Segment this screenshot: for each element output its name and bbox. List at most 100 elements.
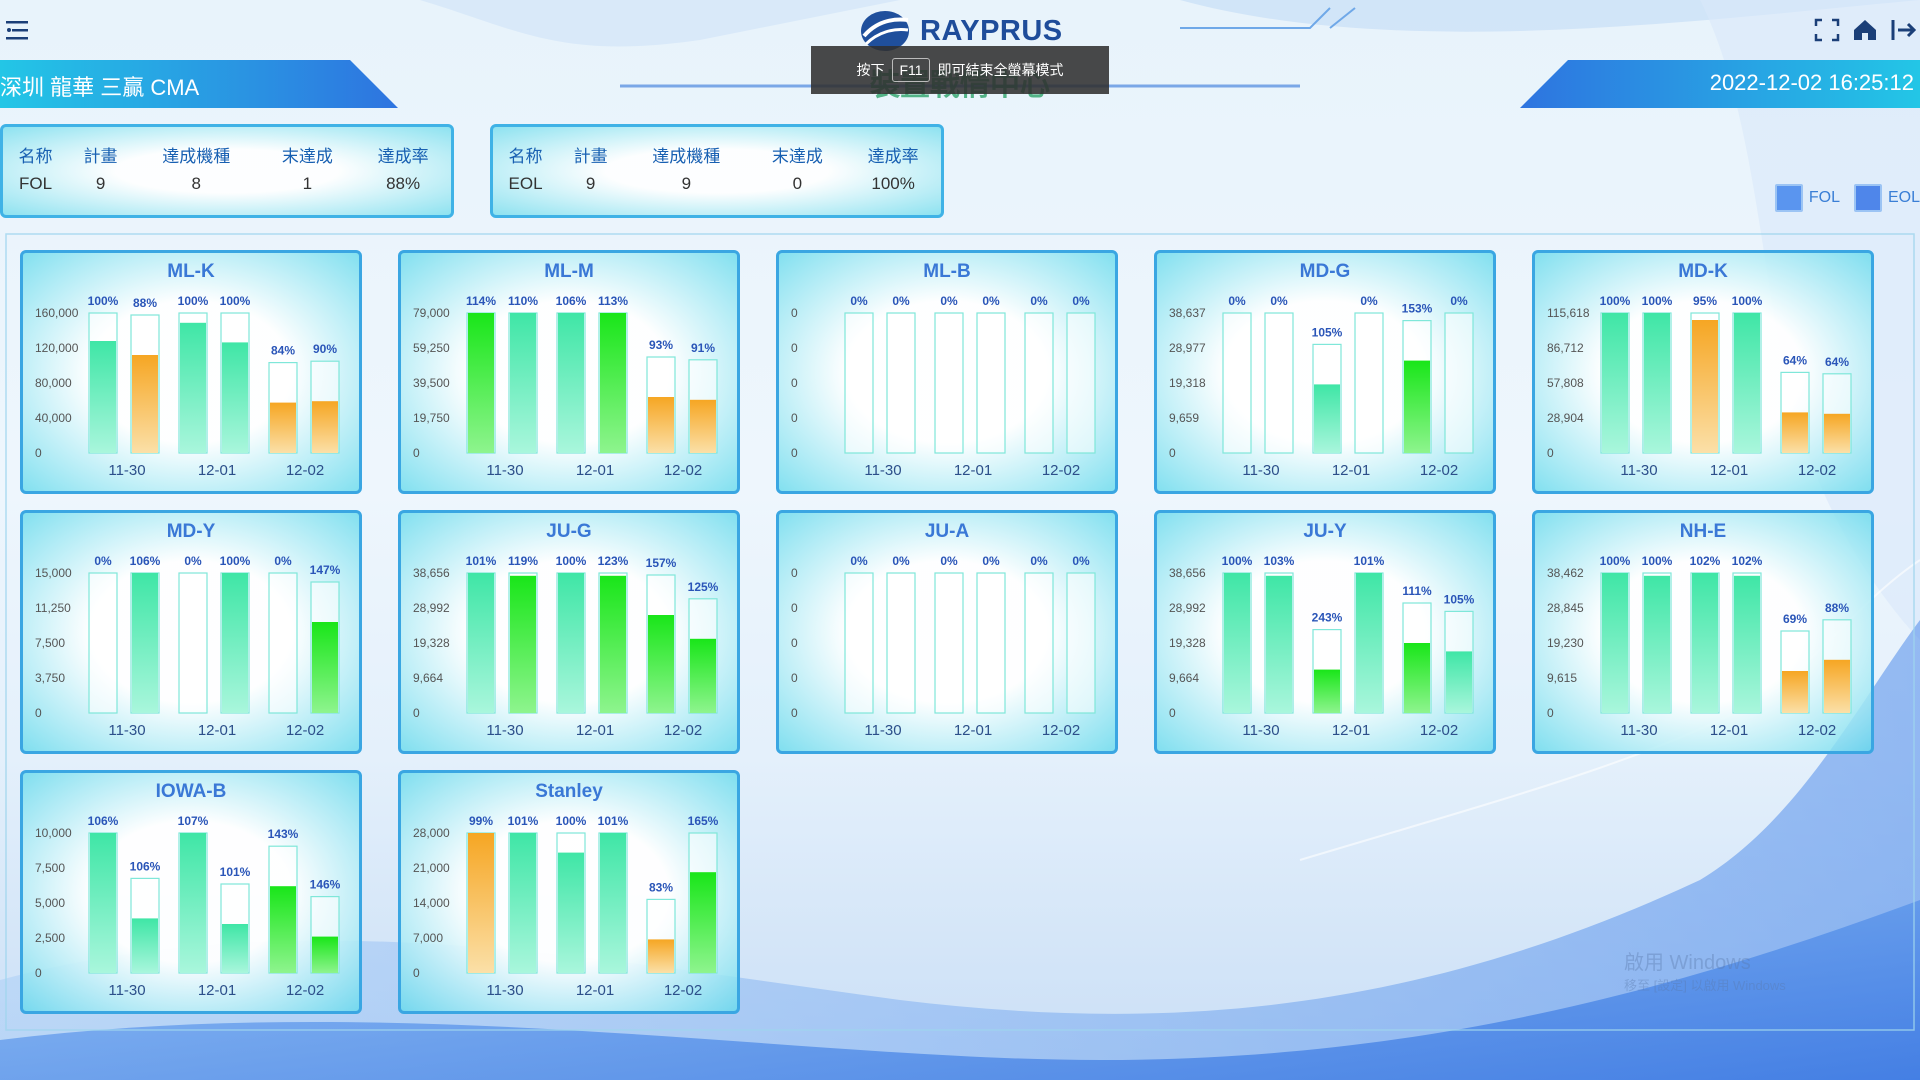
bar-actual[interactable] [1734, 575, 1760, 713]
bar-actual[interactable] [1824, 659, 1850, 713]
x-category-label: 11-30 [1242, 722, 1279, 739]
bar-actual[interactable] [270, 886, 296, 973]
watermark-line1: 啟用 Windows [1624, 952, 1751, 974]
bar-chart: 10,000 7,500 5,000 2,500 0 106% 106% 107% 101% 14… [35, 814, 341, 999]
bar-actual[interactable] [468, 313, 494, 453]
legend-swatch-eol[interactable] [1853, 184, 1882, 212]
bar-actual[interactable] [132, 355, 158, 453]
home-icon[interactable] [1852, 18, 1878, 42]
bar-actual[interactable] [1692, 573, 1718, 713]
bar-actual[interactable] [558, 852, 584, 973]
summary-cell: 9 [681, 174, 692, 193]
x-category-label: 12-01 [1710, 722, 1748, 739]
bar-actual[interactable] [132, 918, 158, 973]
bar-percent-label: 101% [220, 865, 251, 879]
bar-percent-label: 105% [1444, 592, 1475, 606]
x-category-label: 12-02 [664, 982, 702, 999]
bar-actual[interactable] [510, 833, 536, 973]
bar-actual[interactable] [600, 833, 626, 973]
y-tick-label: 7,000 [413, 931, 443, 945]
logout-icon[interactable] [1890, 18, 1918, 42]
bar-actual[interactable] [468, 573, 494, 713]
bar-chart: 38,656 28,992 19,328 9,664 0 101% 119% 100% 123%… [413, 554, 719, 739]
bar-actual[interactable] [1446, 651, 1472, 713]
bar-actual[interactable] [1824, 413, 1850, 453]
bar-actual[interactable] [180, 833, 206, 973]
y-tick-label: 9,664 [1169, 671, 1199, 685]
bar-actual[interactable] [1404, 360, 1430, 453]
bar-actual[interactable] [1644, 575, 1670, 713]
bar-actual[interactable] [1692, 320, 1718, 453]
summary-cell: 1 [302, 174, 313, 193]
x-category-label: 12-01 [954, 462, 992, 479]
bar-actual[interactable] [1782, 412, 1808, 453]
chart-card-md-y: MD-Y 15,000 11,250 7,500 3,750 0 0% 106% 0% 100%… [20, 510, 362, 754]
rayprus-logo: RAYPRUS [858, 6, 1068, 56]
bar-actual[interactable] [312, 401, 338, 453]
bar-percent-label: 95% [1693, 294, 1717, 308]
bar-percent-label: 99% [469, 814, 493, 828]
bar-actual[interactable] [1602, 573, 1628, 713]
legend-swatch-fol[interactable] [1774, 184, 1803, 212]
bar-actual[interactable] [648, 397, 674, 453]
y-tick-label: 0 [413, 446, 420, 460]
bar-actual[interactable] [1314, 669, 1340, 713]
bar-actual[interactable] [690, 638, 716, 713]
chart-title: JU-Y [1303, 521, 1347, 542]
bar-actual[interactable] [690, 872, 716, 973]
y-tick-label: 10,000 [35, 826, 72, 840]
bar-actual[interactable] [1782, 671, 1808, 713]
bar-actual[interactable] [222, 924, 248, 973]
bar-actual[interactable] [600, 575, 626, 713]
y-tick-label: 38,637 [1169, 306, 1206, 320]
bar-plan [1066, 312, 1096, 454]
bar-percent-label: 0% [184, 554, 202, 568]
bar-plan [1066, 572, 1096, 714]
bar-actual[interactable] [270, 402, 296, 453]
bar-actual[interactable] [132, 573, 158, 713]
bar-actual[interactable] [690, 399, 716, 453]
bar-actual[interactable] [1356, 573, 1382, 713]
bar-percent-label: 146% [310, 878, 341, 892]
bar-actual[interactable] [510, 313, 536, 453]
bar-actual[interactable] [1602, 313, 1628, 453]
bar-percent-label: 64% [1783, 353, 1807, 367]
bar-actual[interactable] [1404, 643, 1430, 713]
bar-actual[interactable] [648, 615, 674, 713]
summary-cell: 88% [386, 174, 421, 193]
bar-actual[interactable] [648, 939, 674, 973]
bar-actual[interactable] [180, 322, 206, 453]
summary-cell: 0 [792, 174, 803, 193]
chart-card-iowa-b: IOWA-B 10,000 7,500 5,000 2,500 0 106% 106% 107… [20, 770, 362, 1014]
bar-actual[interactable] [1266, 575, 1292, 713]
chart-card-md-g: MD-G 38,637 28,977 19,318 9,659 0 0% 0% 105% 0% 1… [1154, 250, 1496, 494]
summary-header: 達成機種 [162, 146, 231, 166]
bar-actual[interactable] [312, 936, 338, 973]
y-tick-label: 0 [35, 966, 42, 980]
menu-icon[interactable] [4, 18, 32, 42]
x-category-label: 11-30 [108, 462, 145, 479]
bar-actual[interactable] [1734, 313, 1760, 453]
bar-actual[interactable] [558, 573, 584, 713]
bar-actual[interactable] [90, 833, 116, 973]
chart-title: MD-G [1299, 261, 1351, 282]
bar-actual[interactable] [558, 313, 584, 453]
windows-watermark: 啟用 Windows 移至 [設定] 以啟用 Windows [1624, 946, 1786, 994]
bar-actual[interactable] [1224, 573, 1250, 713]
bar-actual[interactable] [468, 833, 494, 973]
y-tick-label: 9,659 [1169, 411, 1199, 425]
bar-percent-label: 106% [130, 554, 161, 568]
bar-actual[interactable] [1644, 313, 1670, 453]
y-tick-label: 0 [791, 376, 798, 390]
fullscreen-icon[interactable] [1814, 18, 1840, 42]
bar-actual[interactable] [510, 575, 536, 713]
bar-actual[interactable] [222, 573, 248, 713]
watermark-line2: 移至 [設定] 以啟用 Windows [1624, 978, 1786, 993]
bar-actual[interactable] [312, 622, 338, 713]
bar-actual[interactable] [1314, 384, 1340, 453]
bar-actual[interactable] [90, 341, 116, 453]
bar-actual[interactable] [600, 313, 626, 453]
summary-header: 達成機種 [652, 146, 721, 166]
y-tick-label: 19,230 [1547, 636, 1584, 650]
bar-actual[interactable] [222, 342, 248, 453]
